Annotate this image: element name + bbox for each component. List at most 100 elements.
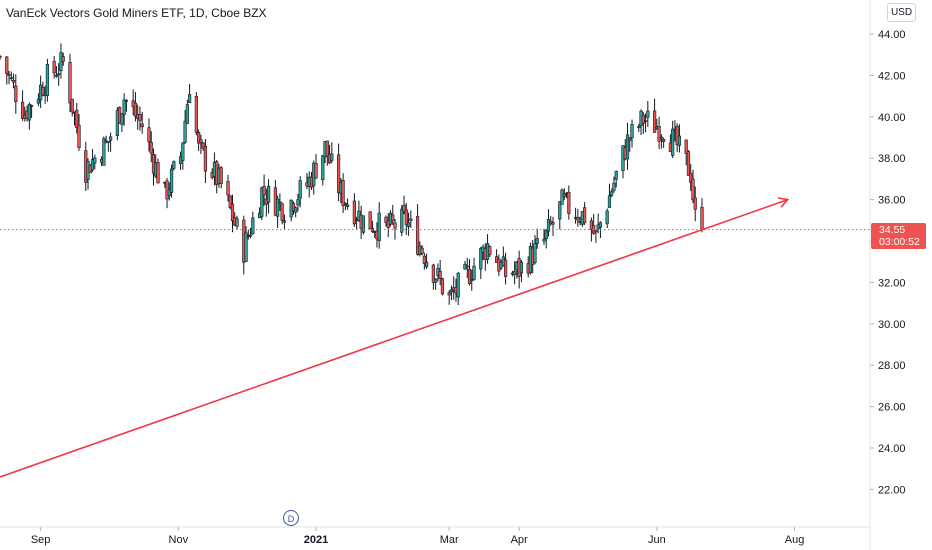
candle-body — [659, 136, 663, 139]
candle-body — [109, 136, 113, 141]
y-tick-label: 38.00 — [878, 153, 906, 165]
candle-body — [5, 56, 9, 74]
candle-body — [45, 63, 50, 96]
candle-body — [201, 142, 205, 149]
candle — [124, 99, 129, 112]
candle-body — [149, 141, 153, 154]
candle-body — [470, 279, 474, 282]
candle — [594, 230, 598, 243]
candle-body — [106, 141, 110, 143]
candle-body — [693, 197, 697, 210]
candle-body — [504, 259, 508, 277]
candle — [447, 290, 451, 305]
candle-body — [700, 206, 704, 230]
candle-body — [343, 202, 347, 205]
candle-body — [467, 268, 472, 285]
x-tick-label: Apr — [511, 534, 528, 546]
candle — [415, 204, 420, 256]
candle-body — [314, 163, 318, 179]
candle-body — [199, 139, 203, 143]
candle-body — [605, 210, 609, 225]
candle-body — [262, 186, 266, 196]
candle — [402, 195, 406, 215]
candle — [343, 202, 347, 211]
candle — [558, 201, 562, 230]
candle — [573, 207, 578, 224]
candle-body — [346, 204, 350, 207]
candle-body — [120, 113, 124, 125]
candle-body — [434, 278, 438, 283]
candle — [384, 215, 388, 227]
candle-body — [607, 195, 612, 208]
candle-body — [400, 208, 404, 233]
candle — [183, 109, 187, 144]
candle — [519, 259, 524, 283]
candle-body — [630, 124, 634, 139]
candle-body — [544, 230, 548, 240]
candle — [330, 142, 334, 164]
candle-body — [296, 199, 300, 206]
candle — [434, 278, 438, 290]
candle — [314, 154, 318, 179]
candle — [686, 150, 691, 176]
candle — [562, 188, 566, 201]
candle — [513, 261, 517, 285]
candle-body — [594, 230, 598, 233]
candle — [438, 260, 442, 286]
candle-body — [0, 55, 2, 58]
candle — [109, 132, 113, 152]
last-price-label: 34.55 — [879, 224, 906, 236]
candle — [276, 195, 280, 229]
candle — [404, 203, 408, 235]
candle-body — [404, 209, 408, 226]
candle — [36, 93, 40, 107]
price-axis[interactable]: 22.0024.0026.0028.0030.0032.0034.0036.00… — [870, 29, 906, 496]
candle — [406, 212, 411, 236]
last-price-badge: 34.55 03:00:52 — [871, 223, 926, 249]
time-axis[interactable]: Sep Nov 2021 Mar Apr Jun Aug — [31, 527, 804, 546]
candle-body — [147, 127, 151, 143]
candle-body — [583, 207, 587, 224]
y-tick-label: 40.00 — [878, 112, 906, 124]
candle — [630, 119, 634, 148]
candle — [41, 81, 45, 97]
bar-countdown-label: 03:00:52 — [879, 236, 920, 248]
candle-body — [598, 222, 603, 228]
candle — [659, 134, 663, 149]
candle — [675, 123, 679, 153]
candle-body — [614, 171, 618, 180]
candle-body — [612, 182, 616, 191]
candle — [278, 193, 282, 211]
candle — [321, 155, 325, 186]
candle — [583, 202, 587, 225]
candle-body — [560, 189, 564, 205]
candle — [689, 163, 693, 191]
candle-body — [535, 238, 539, 244]
candle-body — [291, 202, 296, 212]
candle-body — [20, 101, 25, 119]
candle — [693, 186, 697, 222]
candle-body — [368, 211, 372, 230]
candle — [93, 154, 97, 170]
candle — [456, 271, 460, 305]
candle — [542, 228, 546, 245]
candle — [393, 218, 397, 240]
candle — [391, 204, 395, 226]
currency-button[interactable]: USD — [887, 3, 916, 22]
candle — [472, 257, 476, 281]
candle — [291, 201, 296, 215]
candle — [228, 194, 232, 210]
candle-body — [677, 135, 682, 146]
candle — [628, 137, 632, 152]
candle — [470, 269, 474, 291]
candle-body — [235, 218, 239, 227]
candle — [52, 55, 56, 79]
candle-body — [102, 138, 106, 166]
dividend-event-marker[interactable]: D — [283, 510, 299, 526]
candle-body — [393, 222, 397, 229]
candle-body — [361, 215, 366, 233]
candle-body — [280, 203, 284, 221]
y-tick-label: 32.00 — [878, 277, 906, 289]
candle — [671, 120, 675, 158]
